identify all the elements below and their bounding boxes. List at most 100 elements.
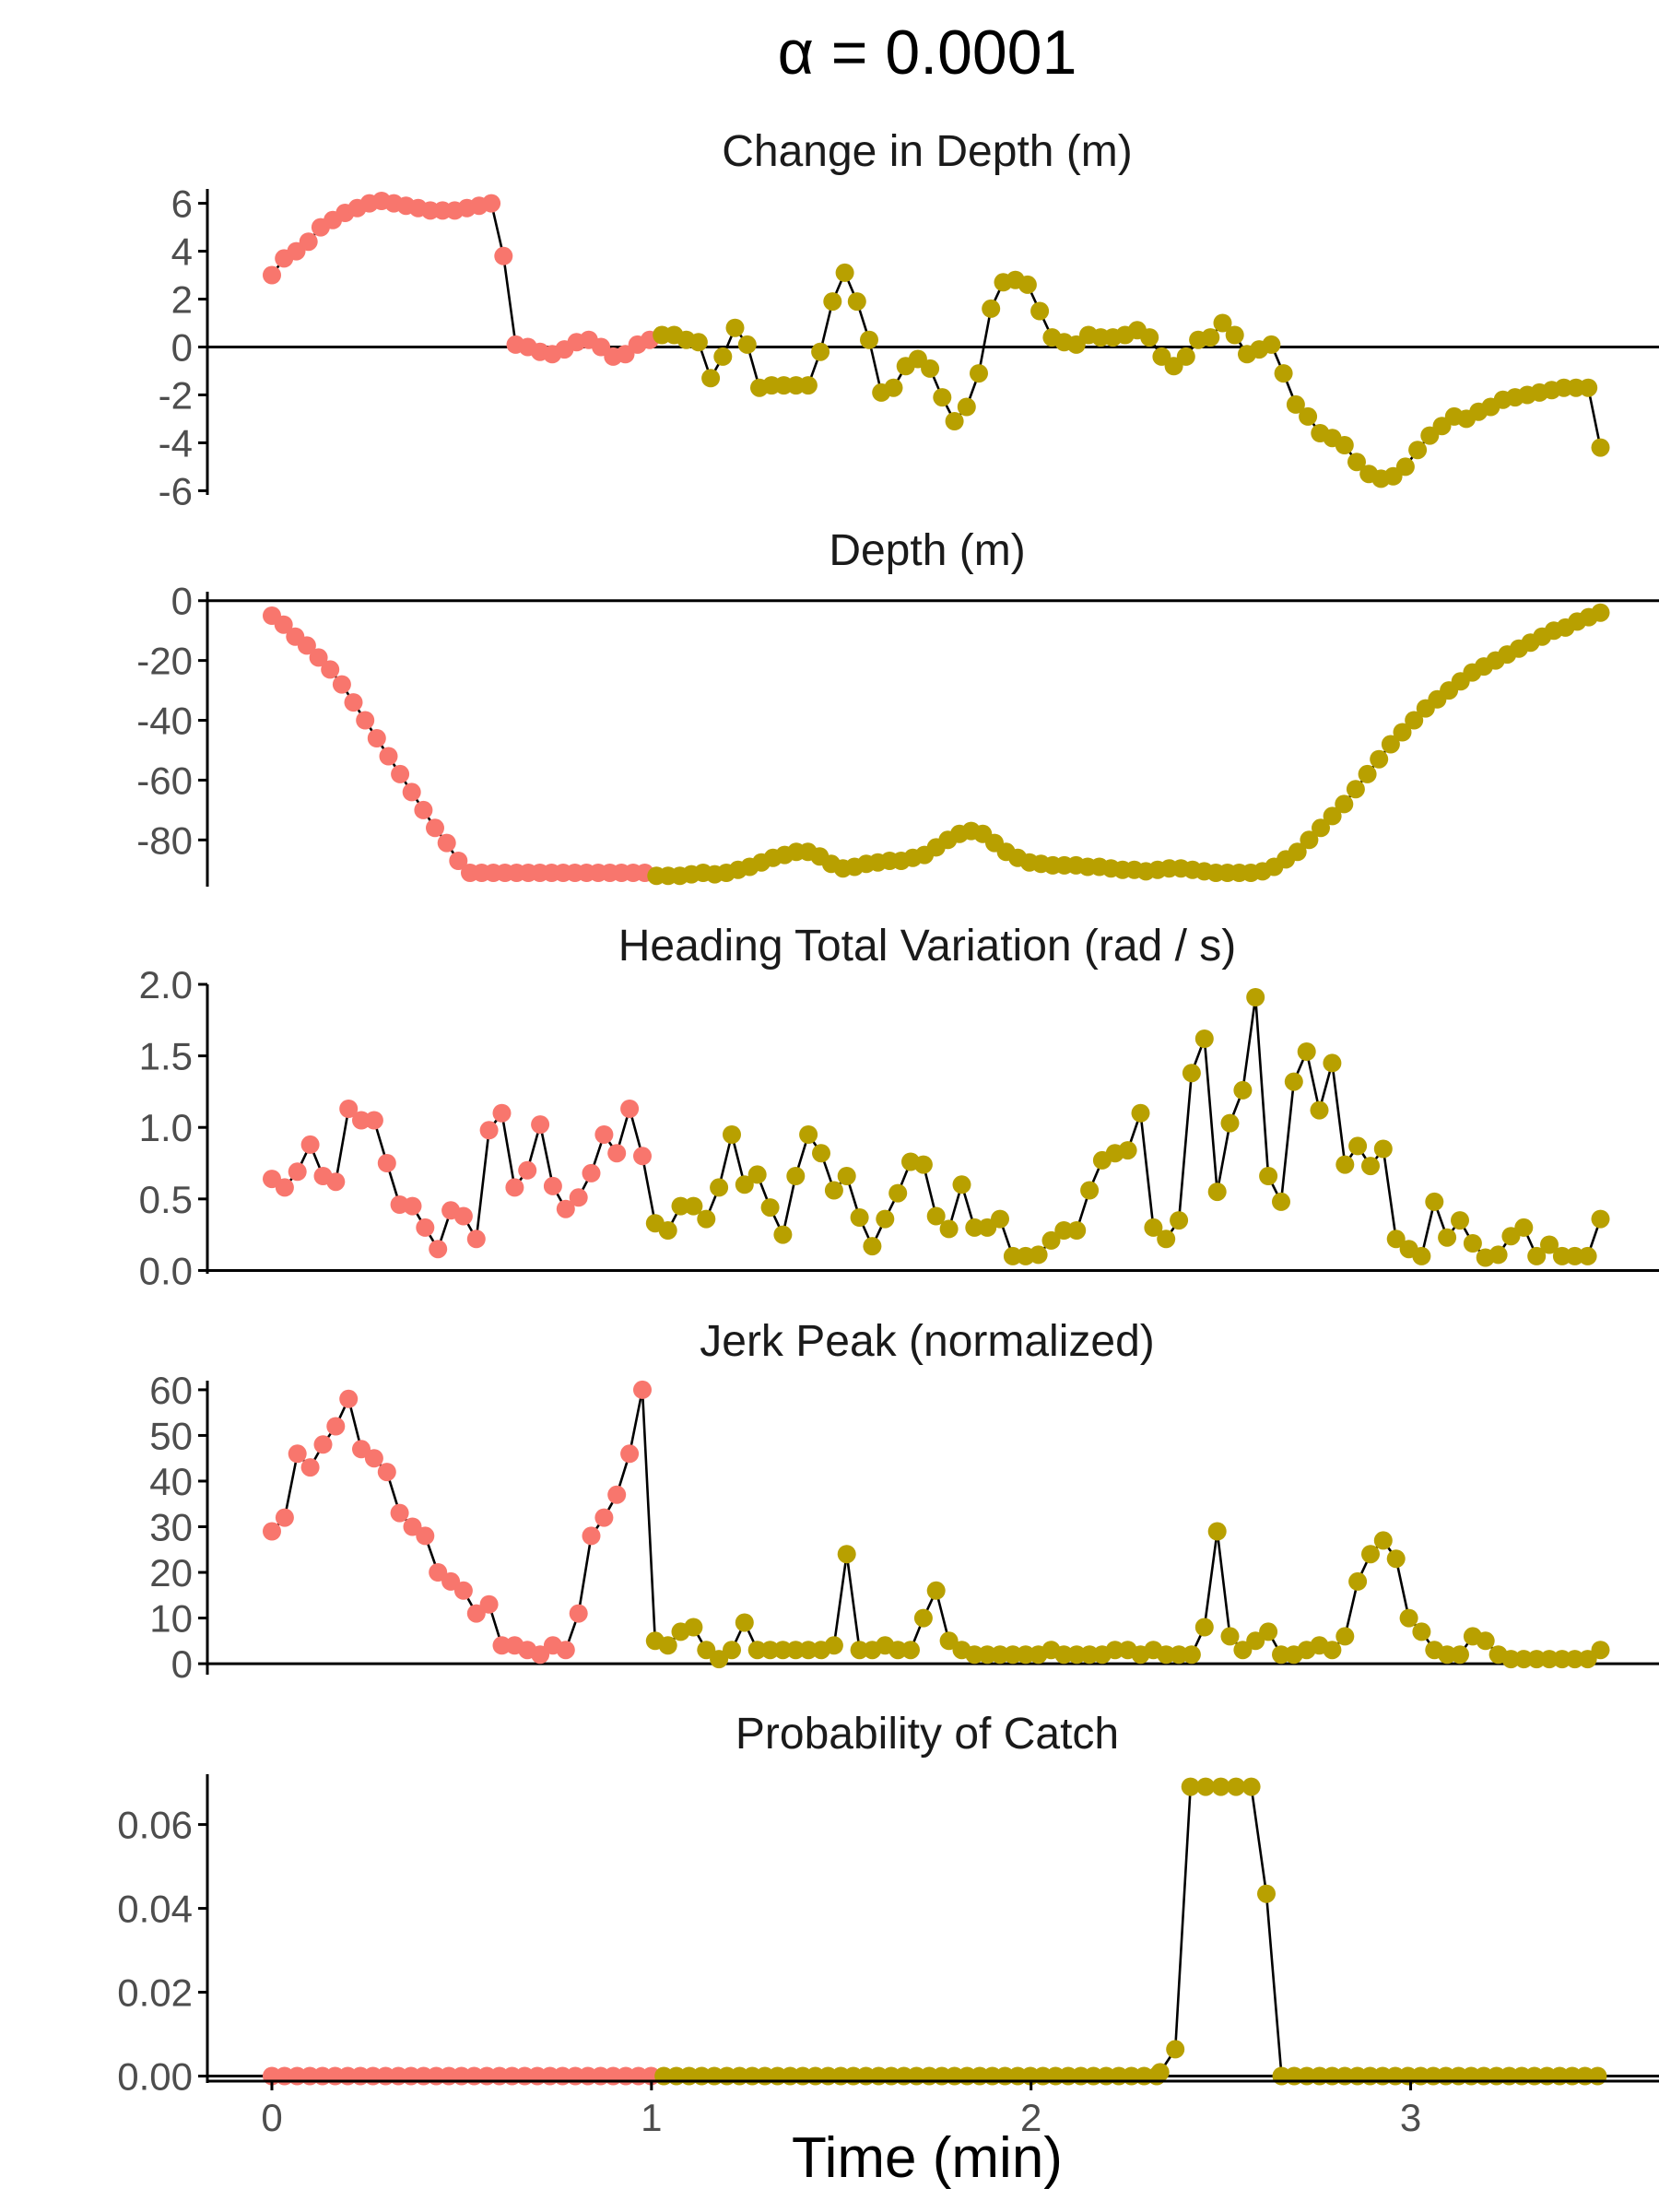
data-point xyxy=(1591,603,1610,622)
data-point xyxy=(1016,1645,1035,1665)
data-point xyxy=(1323,1053,1342,1073)
data-point xyxy=(1246,1631,1265,1651)
data-point xyxy=(798,376,818,395)
y-tick-label: 0.5 xyxy=(139,1178,193,1221)
panel-3: Heading Total Variation (rad / s) 0.0 0.5 1… xyxy=(139,922,1659,1292)
data-point xyxy=(773,1225,793,1244)
data-point xyxy=(518,1160,537,1180)
data-point xyxy=(569,1604,588,1623)
data-point xyxy=(288,1444,307,1464)
data-point xyxy=(1213,313,1232,333)
data-point xyxy=(723,1125,741,1144)
data-point xyxy=(403,1517,422,1536)
data-point xyxy=(1578,1650,1597,1669)
data-point xyxy=(1182,1064,1201,1083)
data-point xyxy=(494,246,513,265)
data-point xyxy=(1591,1209,1610,1229)
y-tick-label: -6 xyxy=(159,469,193,512)
data-point xyxy=(850,1641,869,1660)
data-point xyxy=(1591,1641,1610,1660)
data-point xyxy=(933,388,952,407)
y-tick-label: 1.0 xyxy=(139,1106,193,1149)
data-point xyxy=(479,1594,499,1614)
panel-title: Probability of Catch xyxy=(735,1710,1119,1759)
data-point xyxy=(297,636,316,655)
data-point xyxy=(1067,1645,1087,1665)
data-point xyxy=(414,800,433,819)
data-point xyxy=(1207,1182,1227,1202)
data-point xyxy=(1412,1622,1431,1641)
x-tick-label: 2 xyxy=(1020,2096,1041,2139)
data-point xyxy=(1284,1072,1303,1091)
data-point xyxy=(377,1154,396,1172)
data-point xyxy=(1399,1608,1418,1628)
panel-title: Jerk Peak (normalized) xyxy=(700,1317,1155,1366)
data-point xyxy=(429,1240,448,1259)
data-point xyxy=(760,1198,780,1218)
panel-2: Depth (m) -80 -60 -40 -20 0 xyxy=(136,526,1659,887)
data-point xyxy=(531,1115,550,1135)
data-point xyxy=(786,1641,806,1660)
data-point xyxy=(1386,1549,1406,1569)
data-point xyxy=(1527,1650,1547,1669)
data-point xyxy=(1286,394,1305,414)
data-point xyxy=(620,1100,640,1118)
y-tick-label: 60 xyxy=(149,1369,193,1412)
data-point xyxy=(952,1175,971,1194)
data-point xyxy=(379,747,398,766)
data-point xyxy=(901,1641,920,1660)
data-point xyxy=(1080,1181,1100,1200)
panel-title: Depth (m) xyxy=(829,526,1025,575)
data-point xyxy=(760,1641,780,1660)
data-point xyxy=(1220,1627,1240,1646)
panel-title: Change in Depth (m) xyxy=(722,127,1133,176)
data-point xyxy=(1211,1777,1230,1796)
data-point xyxy=(263,1522,281,1541)
data-point xyxy=(713,347,733,366)
data-point xyxy=(275,1508,294,1527)
x-tick-label: 3 xyxy=(1400,2096,1421,2139)
data-point xyxy=(1335,794,1354,814)
data-point xyxy=(1018,275,1037,294)
data-point xyxy=(1451,1211,1469,1230)
data-point xyxy=(429,1563,448,1582)
data-point xyxy=(1591,438,1610,457)
data-point xyxy=(939,1219,959,1239)
data-point xyxy=(356,711,375,730)
data-point xyxy=(884,378,903,397)
data-point xyxy=(811,342,830,361)
data-point xyxy=(403,1196,422,1216)
data-point xyxy=(309,648,328,667)
data-point xyxy=(344,693,363,712)
data-point xyxy=(1030,301,1050,321)
y-tick-label: 20 xyxy=(149,1551,193,1594)
data-point xyxy=(1361,1157,1380,1176)
data-point xyxy=(607,1485,627,1504)
data-point xyxy=(339,1100,359,1118)
data-point xyxy=(377,1463,396,1482)
data-point xyxy=(391,764,410,783)
data-point xyxy=(939,1631,959,1651)
figure-title: α = 0.0001 xyxy=(778,18,1077,88)
data-point xyxy=(1386,1230,1406,1249)
data-point xyxy=(860,330,878,349)
data-point xyxy=(492,1636,512,1655)
y-tick-label: -40 xyxy=(136,700,193,743)
data-point xyxy=(416,1218,435,1237)
data-point xyxy=(352,1111,371,1130)
data-point xyxy=(466,1604,486,1623)
data-point xyxy=(1346,780,1365,799)
data-point xyxy=(965,1645,984,1665)
data-point xyxy=(991,1209,1009,1229)
data-point xyxy=(1029,1245,1048,1265)
data-point xyxy=(747,1641,767,1660)
data-point xyxy=(658,1221,677,1240)
data-point xyxy=(1347,453,1366,472)
series-line xyxy=(270,199,1602,480)
data-point xyxy=(367,729,386,747)
data-point xyxy=(582,1526,601,1546)
y-tick-label: -20 xyxy=(136,640,193,683)
